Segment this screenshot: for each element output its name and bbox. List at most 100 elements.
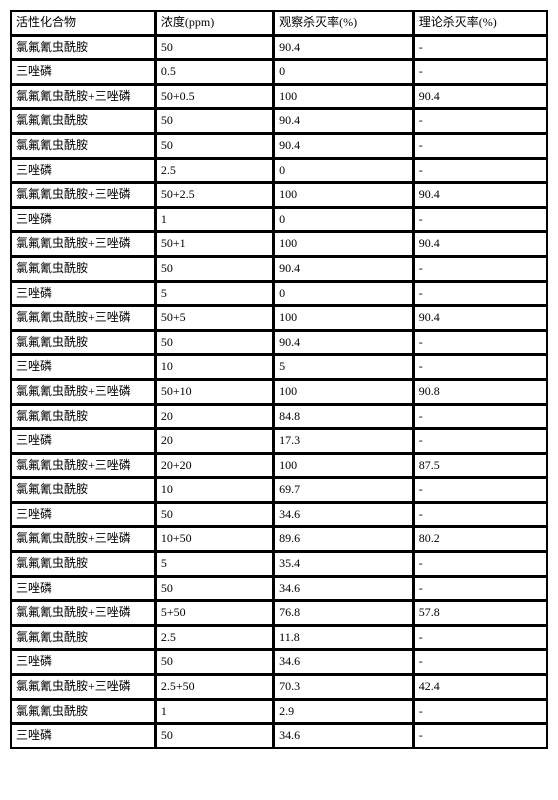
table-cell: 氯氟氰虫酰胺 (11, 405, 155, 429)
table-row: 氯氟氰虫酰胺5090.4- (11, 36, 547, 60)
table-cell: 34.6 (274, 577, 413, 601)
table-row: 氯氟氰虫酰胺+三唑磷5+5076.857.8 (11, 601, 547, 625)
table-cell: 17.3 (274, 429, 413, 453)
table-cell: 11.8 (274, 626, 413, 650)
table-row: 氯氟氰虫酰胺+三唑磷50+510090.4 (11, 306, 547, 330)
table-cell: 2.5 (156, 159, 273, 183)
table-cell: - (414, 724, 547, 748)
table-cell: 1 (156, 208, 273, 232)
table-row: 氯氟氰虫酰胺1069.7- (11, 478, 547, 502)
data-table: 活性化合物 浓度(ppm) 观察杀灭率(%) 理论杀灭率(%) 氯氟氰虫酰胺50… (10, 10, 548, 749)
table-cell: 氯氟氰虫酰胺 (11, 478, 155, 502)
table-row: 氯氟氰虫酰胺+三唑磷50+0.510090.4 (11, 85, 547, 109)
table-cell: - (414, 208, 547, 232)
table-cell: 氯氟氰虫酰胺 (11, 36, 155, 60)
table-cell: - (414, 134, 547, 158)
table-row: 三唑磷2.50- (11, 159, 547, 183)
table-cell: 100 (274, 306, 413, 330)
table-cell: 20 (156, 429, 273, 453)
table-cell: - (414, 36, 547, 60)
table-cell: 10+50 (156, 527, 273, 551)
table-cell: - (414, 159, 547, 183)
table-cell: 34.6 (274, 724, 413, 748)
table-row: 氯氟氰虫酰胺 2.511.8- (11, 626, 547, 650)
table-cell: 50 (156, 331, 273, 355)
table-cell: 氯氟氰虫酰胺 (11, 626, 155, 650)
table-cell: 三唑磷 (11, 503, 155, 527)
table-row: 氯氟氰虫酰胺5090.4- (11, 109, 547, 133)
table-row: 氯氟氰虫酰胺535.4- (11, 552, 547, 576)
table-cell: 氯氟氰虫酰胺 (11, 700, 155, 724)
table-row: 氯氟氰虫酰胺2084.8- (11, 405, 547, 429)
table-cell: 氯氟氰虫酰胺+三唑磷 (11, 306, 155, 330)
col-header-theoretical: 理论杀灭率(%) (414, 11, 547, 35)
table-cell: 三唑磷 (11, 429, 155, 453)
table-cell: 三唑磷 (11, 724, 155, 748)
table-cell: 50+1 (156, 232, 273, 256)
table-cell: 50+10 (156, 380, 273, 404)
table-cell: - (414, 60, 547, 84)
table-cell: - (414, 257, 547, 281)
table-row: 氯氟氰虫酰胺+三唑磷2.5+5070.342.4 (11, 675, 547, 699)
table-cell: 三唑磷 (11, 159, 155, 183)
table-cell: 氯氟氰虫酰胺+三唑磷 (11, 380, 155, 404)
table-cell: 5 (274, 355, 413, 379)
table-cell: 2.5 (156, 626, 273, 650)
table-cell: 氯氟氰虫酰胺+三唑磷 (11, 601, 155, 625)
table-cell: 34.6 (274, 503, 413, 527)
table-cell: 三唑磷 (11, 282, 155, 306)
table-cell: 氯氟氰虫酰胺+三唑磷 (11, 675, 155, 699)
table-cell: 三唑磷 (11, 60, 155, 84)
table-cell: 20+20 (156, 454, 273, 478)
table-row: 氯氟氰虫酰胺+三唑磷50+10 10090.8 (11, 380, 547, 404)
table-cell: 89.6 (274, 527, 413, 551)
table-cell: 90.4 (274, 257, 413, 281)
table-row: 氯氟氰虫酰胺5090.4- (11, 331, 547, 355)
table-cell: 90.4 (274, 109, 413, 133)
table-cell: 35.4 (274, 552, 413, 576)
table-cell: 0 (274, 60, 413, 84)
table-cell: 90.4 (414, 306, 547, 330)
table-cell: 90.4 (274, 36, 413, 60)
table-cell: 0 (274, 282, 413, 306)
table-cell: - (414, 109, 547, 133)
table-cell: 三唑磷 (11, 355, 155, 379)
table-cell: 50 (156, 650, 273, 674)
table-cell: 1 (156, 700, 273, 724)
table-cell: 2.9 (274, 700, 413, 724)
table-row: 三唑磷10 5- (11, 355, 547, 379)
table-cell: 氯氟氰虫酰胺 (11, 257, 155, 281)
table-cell: 50 (156, 134, 273, 158)
table-cell: - (414, 626, 547, 650)
table-cell: 2.5+50 (156, 675, 273, 699)
table-cell: - (414, 429, 547, 453)
table-cell: 70.3 (274, 675, 413, 699)
table-row: 三唑磷5034.6- (11, 577, 547, 601)
table-row: 三唑磷0.50- (11, 60, 547, 84)
table-cell: 90.4 (414, 232, 547, 256)
table-cell: 5 (156, 282, 273, 306)
table-cell: 氯氟氰虫酰胺+三唑磷 (11, 85, 155, 109)
table-cell: 氯氟氰虫酰胺+三唑磷 (11, 527, 155, 551)
table-cell: 90.4 (274, 134, 413, 158)
table-cell: 80.2 (414, 527, 547, 551)
table-cell: 0.5 (156, 60, 273, 84)
table-cell: 氯氟氰虫酰胺+三唑磷 (11, 454, 155, 478)
table-cell: 氯氟氰虫酰胺 (11, 134, 155, 158)
col-header-concentration: 浓度(ppm) (156, 11, 273, 35)
table-cell: 50+5 (156, 306, 273, 330)
table-cell: 三唑磷 (11, 208, 155, 232)
table-header-row: 活性化合物 浓度(ppm) 观察杀灭率(%) 理论杀灭率(%) (11, 11, 547, 35)
table-cell: 42.4 (414, 675, 547, 699)
table-cell: 50+0.5 (156, 85, 273, 109)
table-cell: 氯氟氰虫酰胺 (11, 109, 155, 133)
table-cell: 0 (274, 208, 413, 232)
table-cell: 100 (274, 380, 413, 404)
table-cell: 50 (156, 577, 273, 601)
table-row: 三唑磷50- (11, 282, 547, 306)
table-cell: - (414, 355, 547, 379)
table-row: 三唑磷10- (11, 208, 547, 232)
table-cell: 90.4 (274, 331, 413, 355)
table-cell: - (414, 503, 547, 527)
table-cell: 90.8 (414, 380, 547, 404)
